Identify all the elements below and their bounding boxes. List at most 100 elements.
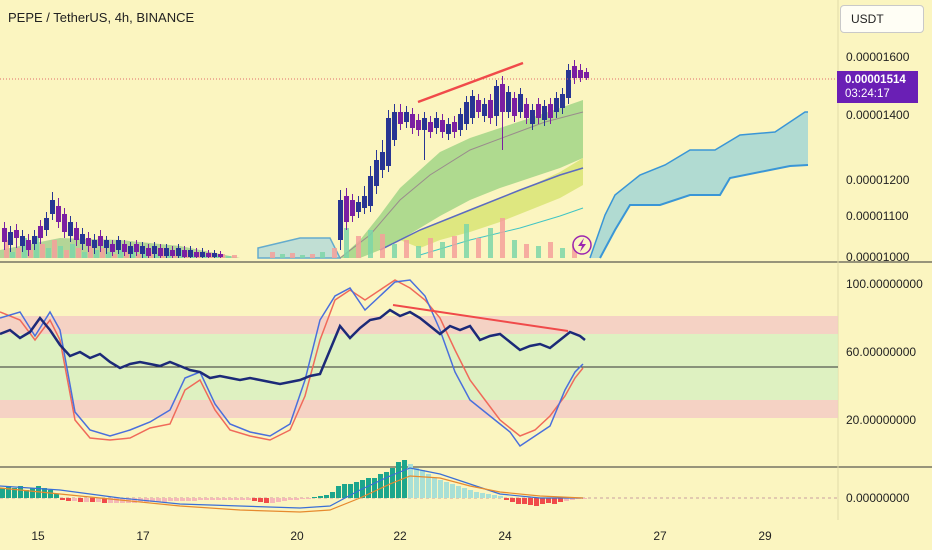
macd-bar — [504, 498, 509, 500]
macd-bar — [498, 496, 503, 498]
candle-body — [440, 120, 445, 132]
candle-body — [218, 254, 223, 257]
macd-bar — [474, 492, 479, 498]
macd-tick-label: 0.00000000 — [846, 491, 910, 505]
macd-bar — [450, 484, 455, 498]
candle-body — [32, 236, 37, 244]
volume-bar — [368, 230, 373, 258]
candle-body — [128, 246, 133, 254]
volume-bar — [10, 252, 15, 258]
macd-bar — [114, 498, 119, 503]
macd-bar — [300, 498, 305, 499]
macd-bar — [330, 492, 335, 498]
candle-body — [380, 152, 385, 170]
candle-body — [344, 196, 349, 222]
candle-body — [548, 104, 553, 118]
candle-body — [452, 122, 457, 132]
candle-body — [392, 112, 397, 140]
oscillator-tick-label: 60.00000000 — [846, 345, 916, 359]
oscillator-tick-label: 20.00000000 — [846, 413, 916, 427]
candle-body — [470, 96, 475, 118]
stoch-d-line — [0, 279, 584, 441]
price-tick-label: 0.00001000 — [846, 250, 910, 264]
candle-body — [146, 248, 151, 256]
green-ribbon — [340, 100, 583, 258]
signal-line — [0, 475, 584, 513]
macd-bar — [54, 494, 59, 498]
macd-bar — [564, 498, 569, 501]
ma-ribbon — [0, 100, 584, 259]
volume-bar — [52, 240, 57, 258]
candle-body — [44, 218, 49, 230]
cloud-right — [590, 112, 808, 258]
volume-bar — [4, 240, 9, 258]
candle-body — [422, 118, 427, 130]
time-tick-label: 24 — [498, 529, 512, 543]
candle-body — [206, 253, 211, 257]
macd-bar — [210, 498, 215, 500]
macd-bar — [102, 498, 107, 503]
candle-body — [476, 100, 481, 112]
candle-body — [464, 102, 469, 124]
volume-bar — [500, 218, 505, 258]
price-tick-label: 0.00001100 — [846, 209, 909, 223]
macd-bar — [228, 498, 233, 500]
macd-bar — [258, 498, 263, 502]
candle-body — [74, 228, 79, 240]
volume-bar — [154, 254, 159, 258]
candle-body — [14, 230, 19, 238]
chart-title: PEPE / TetherUS, 4h, BINANCE — [8, 10, 195, 25]
candle-body — [338, 200, 343, 240]
candle-body — [458, 114, 463, 130]
macd-bar — [162, 498, 167, 502]
macd-bar — [234, 498, 239, 500]
volume-bar — [512, 240, 517, 258]
macd-bar — [558, 498, 563, 502]
rsi-line — [0, 308, 586, 386]
volume-bar — [58, 246, 63, 258]
cloud-lower-edge — [599, 164, 809, 259]
volume-bar — [320, 252, 325, 258]
volume-bar — [290, 253, 295, 258]
macd-bar — [276, 498, 281, 502]
candle-body — [560, 94, 565, 108]
candle-body — [506, 92, 511, 112]
volume-bar — [100, 248, 105, 258]
time-tick-label: 29 — [758, 529, 772, 543]
macd-bar — [186, 498, 191, 501]
macd-bar — [150, 498, 155, 502]
macd-bar — [336, 486, 341, 498]
macd-bar — [570, 498, 575, 500]
lightning-icon[interactable] — [572, 235, 592, 255]
candle-body — [68, 222, 73, 236]
macd-bar — [216, 498, 221, 500]
macd-bar — [294, 498, 299, 500]
oscillator-trendline — [392, 304, 569, 332]
volume-bar — [16, 248, 21, 258]
macd-bar — [582, 498, 587, 499]
macd-bar — [432, 478, 437, 498]
macd-bar — [72, 498, 77, 501]
macd-bar — [180, 498, 185, 501]
macd-bar — [84, 498, 89, 502]
ma-line-blue — [379, 167, 584, 251]
macd-bar — [540, 498, 545, 504]
candle-body — [488, 100, 493, 118]
yellow-ribbon — [400, 158, 583, 248]
price-tick-label: 0.00001400 — [846, 108, 910, 122]
oscillator-lines — [0, 279, 586, 448]
macd-bar — [12, 488, 17, 498]
macd-bar — [438, 480, 443, 498]
candle-body — [164, 248, 169, 256]
macd-bar — [354, 482, 359, 498]
macd-bar — [288, 498, 293, 500]
macd-bar — [480, 493, 485, 498]
macd-bar — [60, 498, 65, 500]
macd-bar — [486, 494, 491, 498]
currency-button[interactable]: USDT — [840, 5, 924, 33]
candle-body — [2, 228, 7, 242]
candle-body — [152, 246, 157, 254]
macd-bar — [78, 498, 83, 502]
